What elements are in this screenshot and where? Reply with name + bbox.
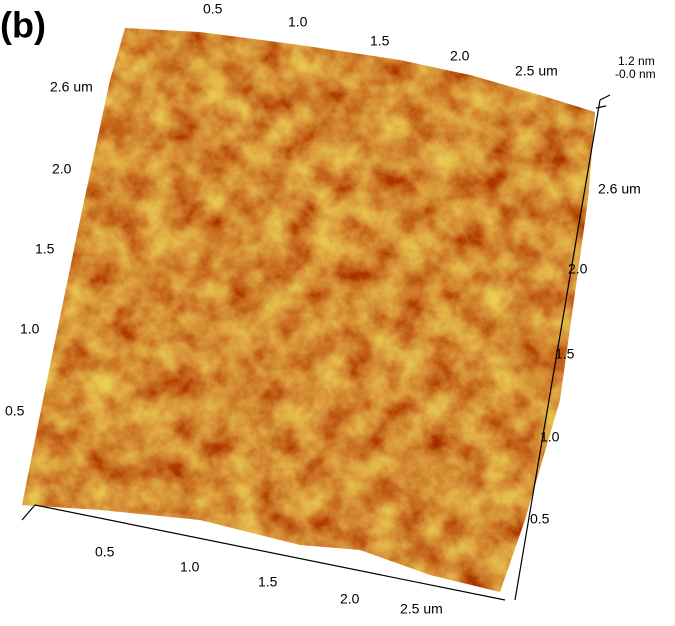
- panel-label: (b): [0, 5, 46, 46]
- right-axis-tick-label: 0.5: [530, 511, 550, 527]
- left-axis-tick-label: 2.0: [52, 161, 72, 177]
- top-axis-tick-label: 1.0: [288, 14, 308, 30]
- top-axis-tick-label: 2.0: [450, 48, 470, 64]
- axes: [21, 94, 611, 601]
- left-axis-tick-label: 0.5: [5, 403, 25, 419]
- z-axis-tick-label: -0.0 nm: [615, 67, 656, 81]
- right-axis-tick-label: 1.0: [540, 429, 560, 445]
- left-axis-tick-label: 1.0: [20, 321, 40, 337]
- right-axis-tick-label: 2.0: [568, 261, 588, 277]
- z-axis-tick-label: 1.2 nm: [618, 54, 655, 68]
- left-axis-tick-label: 2.6 um: [50, 79, 93, 95]
- top-axis-tick-label: 1.5: [370, 33, 390, 49]
- left-axis-tick-label: 1.5: [35, 241, 55, 257]
- bottom-axis-tick-label: 2.0: [340, 591, 360, 607]
- bottom-axis-tick-label: 1.0: [180, 559, 200, 575]
- right-axis-tick-label: 2.6 um: [598, 181, 641, 197]
- bottom-axis-tick-label: 1.5: [258, 574, 278, 590]
- bottom-axis-tick-label: 2.5 um: [400, 601, 443, 617]
- bottom-axis-tick-label: 0.5: [95, 544, 115, 560]
- labels: (b) 0.5 1.0 1.5 2.0 2.5 um 1.2 nm-0.0 nm 2.6 u…: [0, 1, 656, 617]
- top-axis-tick-label: 0.5: [203, 1, 223, 17]
- top-axis-tick-label: 2.5 um: [515, 63, 558, 79]
- right-axis-tick-label: 1.5: [555, 346, 575, 362]
